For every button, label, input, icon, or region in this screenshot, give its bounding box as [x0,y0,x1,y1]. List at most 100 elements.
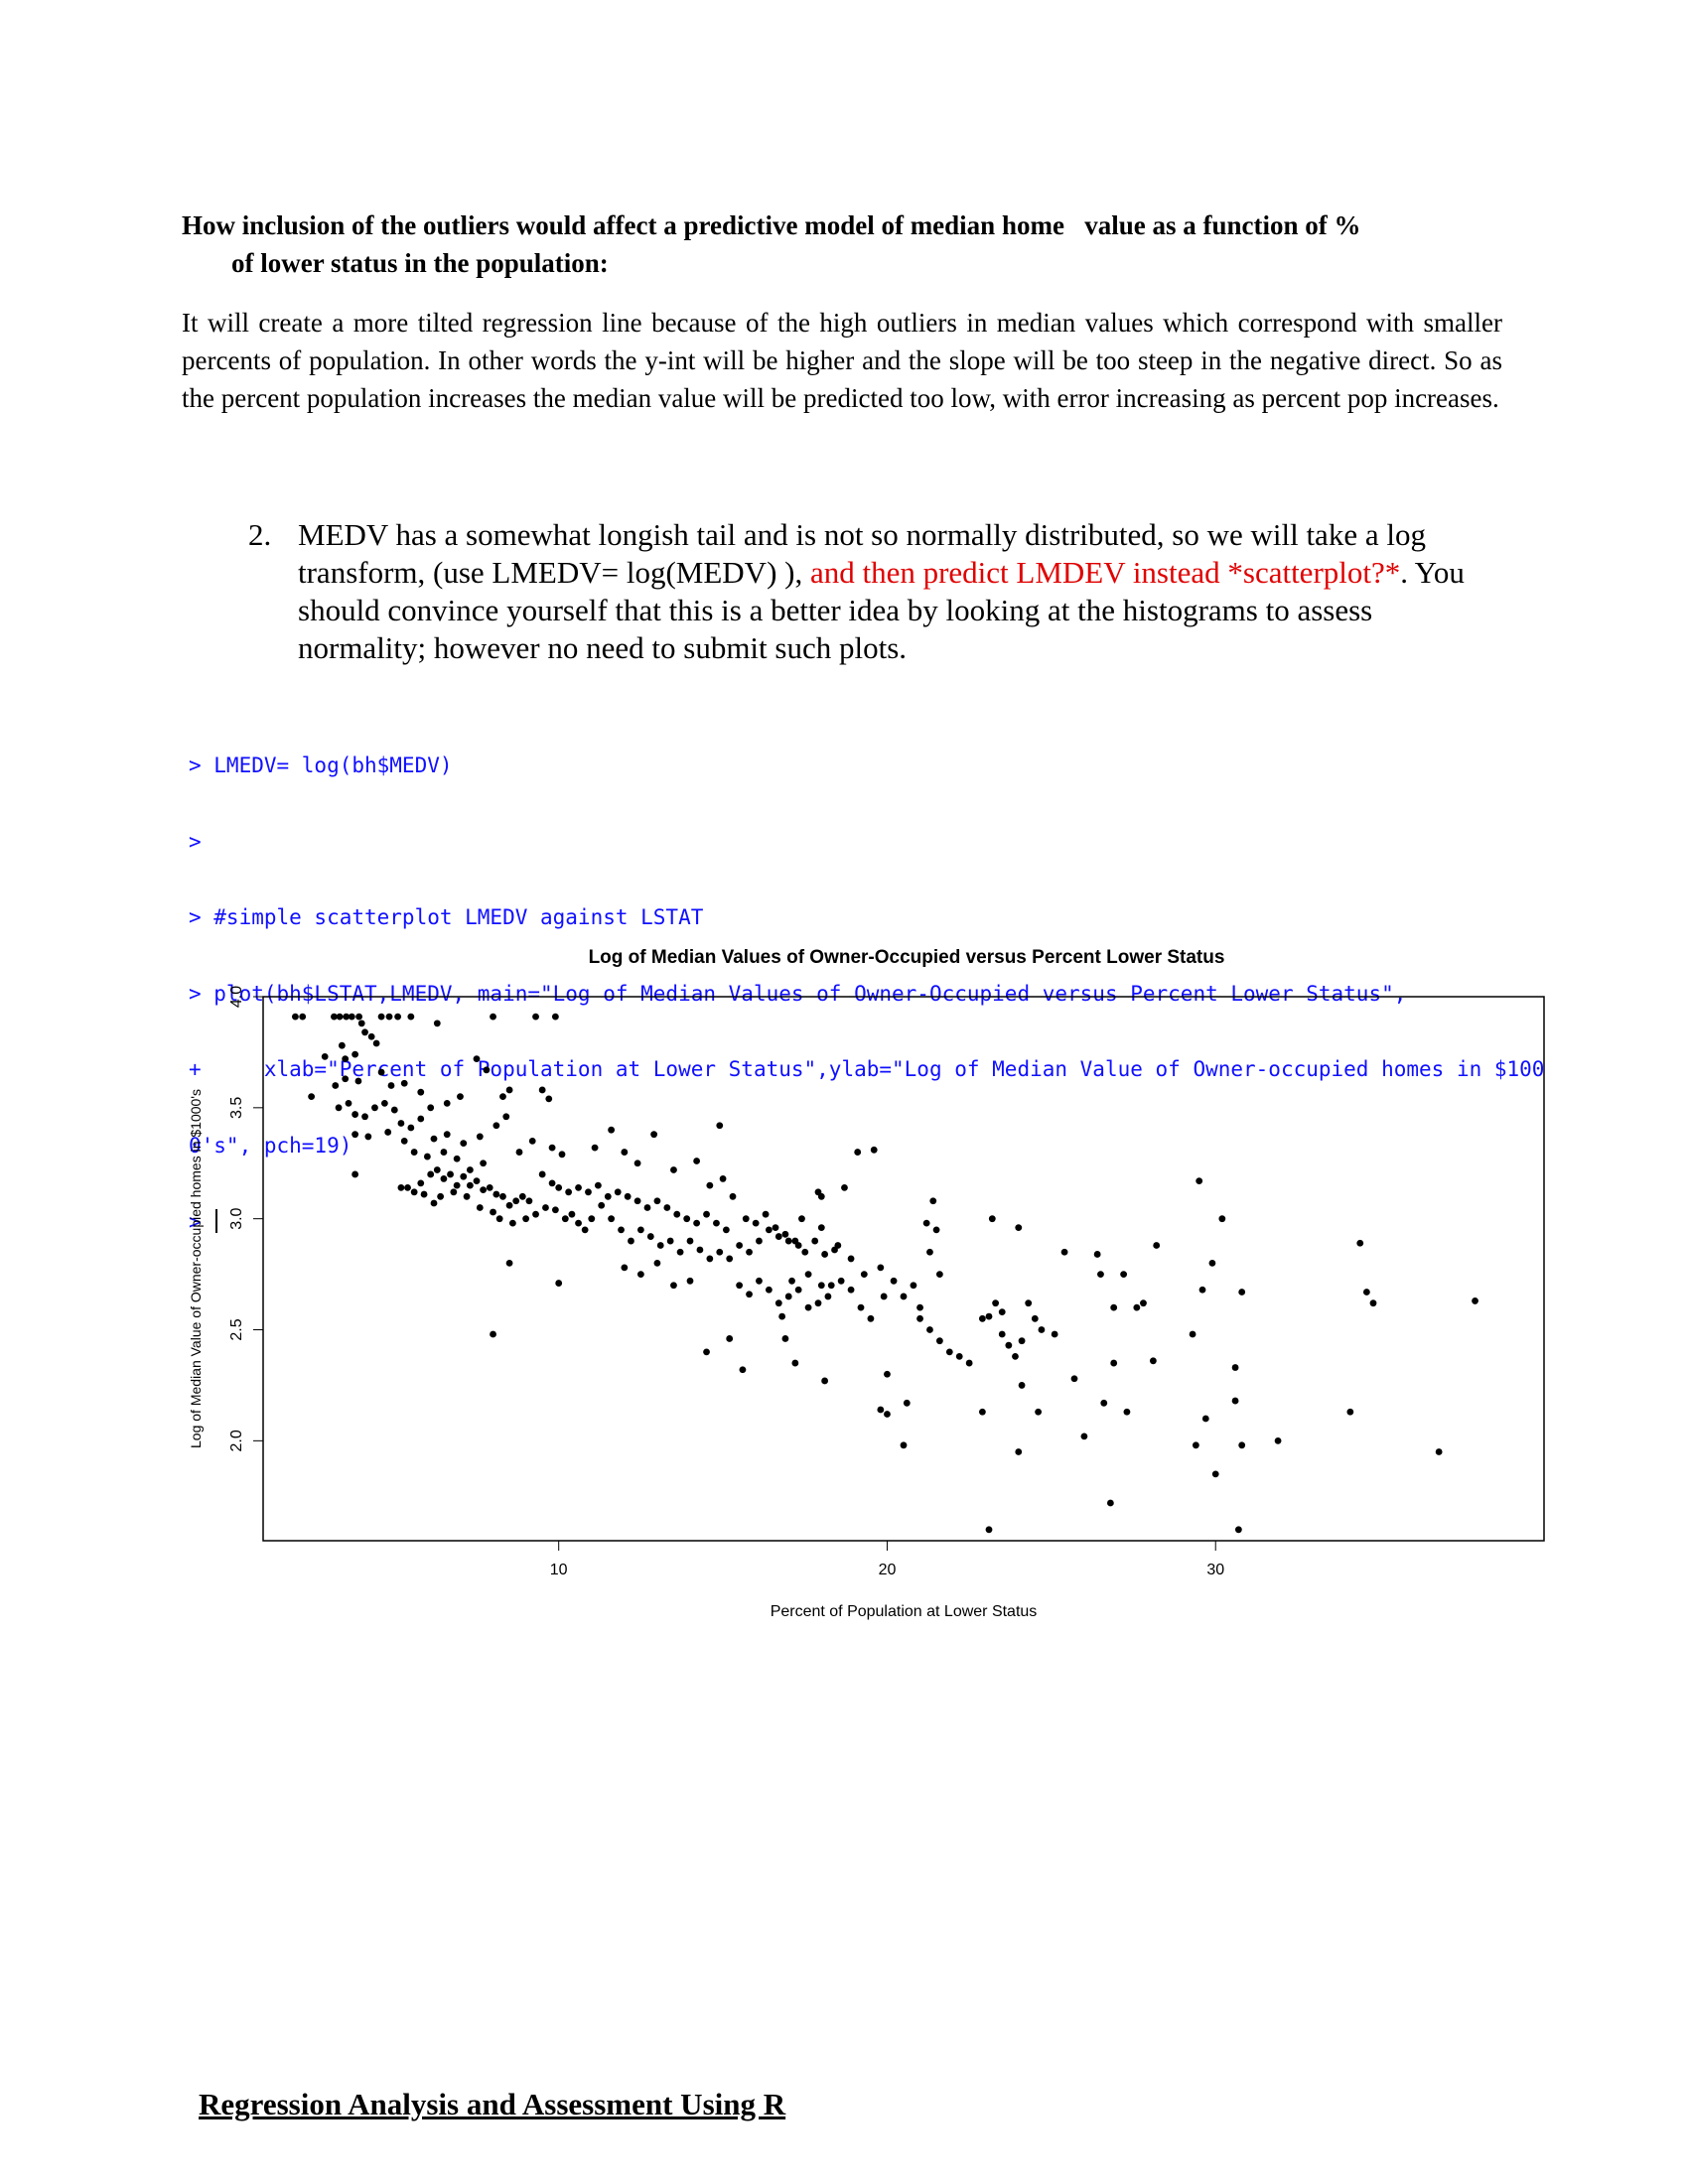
data-point [1274,1436,1282,1444]
data-point [423,1153,431,1160]
data-point [827,1282,835,1290]
console-line: > LMEDV= log(bh$MEDV) [189,753,453,777]
data-point [1123,1408,1131,1416]
data-point [354,1077,362,1085]
data-point [390,1106,398,1114]
data-point [900,1293,908,1300]
data-point [621,1149,629,1156]
data-point [621,1264,629,1272]
data-point [384,1129,392,1136]
data-point [932,1226,940,1234]
data-point [480,1160,488,1167]
data-point [538,1086,546,1094]
y-tick-label: 2.5 [228,1318,245,1340]
data-point [653,1197,661,1205]
data-point [345,1099,352,1107]
data-point [545,1095,553,1103]
data-point [900,1441,908,1449]
x-axis-label: Percent of Population at Lower Status [771,1603,1038,1620]
data-point [774,1233,782,1240]
data-point [473,1177,481,1185]
data-point [483,1066,491,1074]
data-point [784,1237,792,1245]
data-point [335,1104,343,1112]
data-point [450,1188,458,1196]
data-point [791,1237,799,1245]
data-point [821,1377,829,1385]
data-point [847,1286,855,1294]
data-point [719,1175,727,1182]
console-line: + xlab="Percent of Population at Lower S… [189,1057,1545,1081]
console-line: > [189,829,202,854]
data-point [706,1181,714,1189]
data-point [417,1088,425,1096]
text-cursor [215,1209,218,1233]
data-point [512,1197,520,1205]
data-point [568,1210,576,1218]
data-point [508,1219,516,1227]
chart-title: Log of Median Values of Owner-Occupied v… [589,947,1225,968]
data-point [945,1348,953,1356]
data-point [1005,1341,1013,1349]
data-point [410,1188,418,1196]
x-tick-label: 20 [879,1562,897,1578]
data-point [877,1264,885,1272]
data-point [693,1219,701,1227]
data-point [791,1359,799,1367]
data-point [352,1050,359,1058]
data-point [538,1170,546,1178]
data-point [525,1197,533,1205]
data-point [1015,1448,1023,1455]
item-text-part-b: . You should convince yourself that this… [298,555,1465,665]
data-point [998,1308,1006,1316]
data-point [608,1215,616,1223]
data-point [490,1208,496,1216]
data-point [338,1041,346,1049]
data-point [1110,1359,1118,1367]
data-point [1080,1433,1088,1440]
data-point [1133,1303,1141,1311]
data-point [404,1183,411,1191]
data-point [505,1086,513,1094]
data-point [342,1075,350,1083]
data-point [736,1242,744,1249]
data-point [696,1246,704,1254]
data-point [575,1219,582,1227]
data-point [686,1277,694,1285]
data-point [407,1124,415,1132]
data-point [929,1197,937,1205]
data-point [1100,1399,1108,1407]
data-point [502,1113,510,1121]
data-point [794,1286,802,1294]
data-point [1356,1239,1364,1247]
data-point [473,1055,481,1063]
data-point [834,1242,842,1249]
question-heading: How inclusion of the outliers would affe… [182,206,1502,282]
console-prompt-line[interactable]: > [189,1209,1678,1236]
data-point [377,1013,385,1021]
data-point [857,1303,865,1311]
data-point [420,1190,428,1198]
data-point [466,1166,474,1173]
data-point [1234,1526,1242,1534]
data-point [515,1149,523,1156]
data-point [1189,1330,1196,1338]
data-point [585,1188,592,1196]
data-point [854,1149,862,1156]
data-point [518,1192,526,1200]
scatter-points [292,1013,1478,1534]
data-point [1093,1251,1101,1258]
data-point [870,1146,878,1154]
data-point [673,1210,681,1218]
data-point [447,1170,454,1178]
data-point [726,1255,734,1263]
data-point [492,1122,500,1130]
data-point [978,1314,986,1322]
data-point [926,1326,933,1333]
data-point [1238,1441,1246,1449]
data-point [372,1039,380,1047]
data-point [703,1210,710,1218]
data-point [722,1226,730,1234]
data-point [433,1166,441,1173]
data-point [417,1179,425,1187]
